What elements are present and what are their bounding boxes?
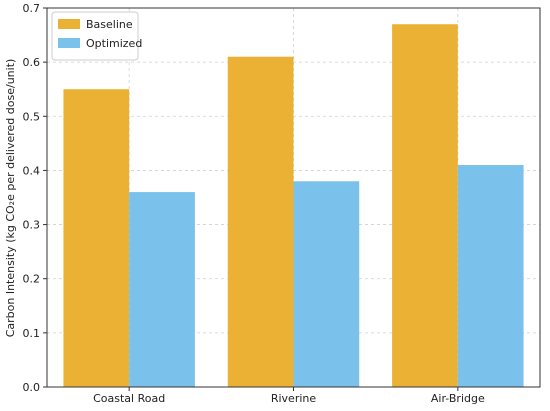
y-axis: 0.0 0.1 0.2 0.3 0.4 0.5 0.6 0.7: [23, 2, 47, 394]
bar-baseline-riverine: [227, 56, 294, 387]
bar-optimized-coastal-road: [129, 192, 195, 387]
y-axis-label: Carbon Intensity (kg CO₂e per delivered …: [4, 59, 17, 338]
y-tick-label: 0.1: [23, 327, 41, 340]
x-tick-label: Air-Bridge: [431, 392, 485, 405]
legend-swatch: [58, 19, 80, 29]
y-tick-label: 0.2: [23, 273, 41, 286]
y-tick-label: 0.5: [23, 110, 41, 123]
bar-optimized-riverine: [293, 181, 360, 387]
legend-label: Baseline: [86, 18, 133, 31]
legend: Baseline Optimized: [51, 11, 142, 61]
bars: [63, 24, 524, 387]
y-tick-label: 0.0: [23, 381, 41, 394]
bar-optimized-air-bridge: [457, 165, 524, 387]
y-tick-label: 0.6: [23, 56, 41, 69]
bar-baseline-coastal-road: [63, 89, 130, 387]
legend-swatch: [58, 38, 80, 48]
y-tick-label: 0.7: [23, 2, 41, 15]
bar-baseline-air-bridge: [392, 24, 458, 387]
y-tick-label: 0.3: [23, 219, 41, 232]
x-tick-label: Riverine: [271, 392, 317, 405]
x-axis: Coastal Road Riverine Air-Bridge: [93, 387, 485, 405]
x-tick-label: Coastal Road: [93, 392, 165, 405]
legend-label: Optimized: [86, 37, 142, 50]
y-tick-label: 0.4: [23, 164, 41, 177]
